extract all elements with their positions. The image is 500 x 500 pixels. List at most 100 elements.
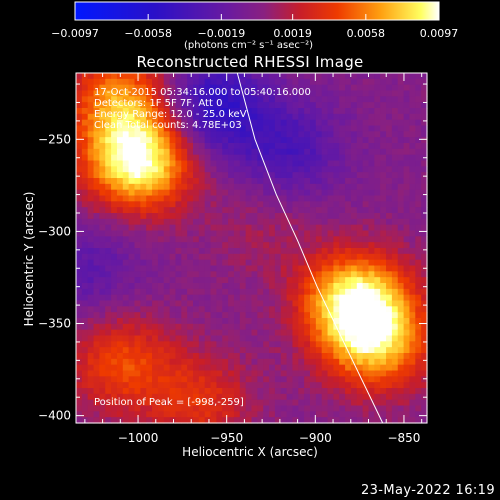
heatmap-cell bbox=[362, 323, 370, 331]
heatmap-cell bbox=[280, 236, 288, 243]
heatmap-cell bbox=[122, 318, 130, 325]
heatmap-cell bbox=[239, 195, 247, 202]
heatmap-cell bbox=[415, 195, 422, 202]
heatmap-cell bbox=[263, 341, 270, 348]
heatmap-cell bbox=[374, 277, 381, 284]
heatmap-cell bbox=[380, 300, 387, 307]
heatmap-cell bbox=[391, 195, 399, 202]
heatmap-cell bbox=[87, 358, 95, 366]
heatmap-cell bbox=[228, 388, 235, 395]
heatmap-cell bbox=[228, 335, 235, 342]
heatmap-cell bbox=[397, 283, 405, 290]
heatmap-cell bbox=[116, 113, 124, 121]
colorbar-tick-label: 0.0058 bbox=[346, 27, 386, 40]
heatmap-cell bbox=[210, 73, 217, 80]
heatmap-cell bbox=[228, 248, 235, 255]
heatmap-cell bbox=[81, 125, 89, 132]
heatmap-cell bbox=[333, 154, 340, 162]
heatmap-cell bbox=[245, 178, 253, 185]
heatmap-cell bbox=[298, 230, 305, 237]
heatmap-cell bbox=[304, 265, 311, 272]
heatmap-cell bbox=[292, 300, 299, 307]
heatmap-cell bbox=[222, 113, 229, 121]
heatmap-cell bbox=[269, 166, 276, 173]
heatmap-cell bbox=[356, 78, 364, 86]
heatmap-cell bbox=[134, 183, 141, 191]
heatmap-cell bbox=[391, 294, 399, 302]
heatmap-cell bbox=[175, 154, 182, 162]
heatmap-cell bbox=[233, 195, 241, 202]
heatmap-cell bbox=[134, 236, 141, 243]
heatmap-cell bbox=[175, 108, 182, 115]
heatmap-cell bbox=[339, 399, 346, 407]
heatmap-cell bbox=[228, 84, 235, 92]
heatmap-cell bbox=[263, 73, 270, 80]
heatmap-cell bbox=[286, 119, 294, 127]
heatmap-cell bbox=[409, 78, 416, 86]
heatmap-cell bbox=[122, 388, 130, 395]
heatmap-cell bbox=[350, 178, 358, 185]
heatmap-cell bbox=[286, 358, 294, 366]
heatmap-cell bbox=[298, 148, 305, 156]
heatmap-cell bbox=[187, 411, 194, 418]
heatmap-cell bbox=[87, 119, 95, 127]
heatmap-cell bbox=[210, 283, 217, 290]
heatmap-cell bbox=[356, 288, 364, 296]
heatmap-cell bbox=[380, 172, 387, 179]
heatmap-cell bbox=[81, 341, 89, 348]
heatmap-cell bbox=[374, 172, 381, 179]
heatmap-cell bbox=[403, 288, 411, 296]
heatmap-cell bbox=[356, 411, 364, 418]
heatmap-cell bbox=[315, 399, 323, 407]
heatmap-cell bbox=[386, 347, 393, 354]
heatmap-cell bbox=[257, 341, 264, 348]
heatmap-cell bbox=[397, 300, 405, 307]
heatmap-cell bbox=[339, 218, 346, 226]
heatmap-cell bbox=[216, 364, 223, 372]
heatmap-cell bbox=[134, 218, 141, 226]
heatmap-cell bbox=[310, 411, 317, 418]
heatmap-cell bbox=[193, 172, 200, 179]
heatmap-cell bbox=[222, 90, 229, 97]
heatmap-cell bbox=[391, 113, 399, 121]
heatmap-cell bbox=[315, 277, 323, 284]
heatmap-cell bbox=[146, 90, 153, 97]
heatmap-cell bbox=[93, 73, 100, 80]
heatmap-cell bbox=[286, 137, 294, 144]
heatmap-cell bbox=[76, 172, 83, 179]
heatmap-cell bbox=[175, 318, 182, 325]
heatmap-cell bbox=[239, 125, 247, 132]
heatmap-cell bbox=[409, 253, 416, 261]
heatmap-cell bbox=[99, 335, 106, 342]
heatmap-cell bbox=[152, 288, 159, 296]
heatmap-cell bbox=[204, 323, 212, 331]
heatmap-cell bbox=[222, 382, 229, 389]
heatmap-cell bbox=[187, 253, 194, 261]
heatmap-cell bbox=[263, 399, 270, 407]
heatmap-cell bbox=[269, 288, 276, 296]
heatmap-cell bbox=[397, 218, 405, 226]
heatmap-cell bbox=[245, 417, 253, 424]
heatmap-cell bbox=[280, 393, 288, 401]
heatmap-cell bbox=[274, 183, 282, 191]
heatmap-cell bbox=[345, 137, 352, 144]
heatmap-cell bbox=[286, 335, 294, 342]
heatmap-cell bbox=[304, 405, 311, 412]
heatmap-cell bbox=[146, 119, 153, 127]
heatmap-cell bbox=[122, 347, 130, 354]
heatmap-cell bbox=[415, 353, 422, 360]
heatmap-cell bbox=[362, 288, 370, 296]
heatmap-cell bbox=[99, 178, 106, 185]
heatmap-cell bbox=[193, 353, 200, 360]
heatmap-cell bbox=[157, 323, 165, 331]
heatmap-cell bbox=[415, 335, 422, 342]
heatmap-cell bbox=[386, 259, 393, 267]
heatmap-cell bbox=[257, 288, 264, 296]
heatmap-cell bbox=[280, 78, 288, 86]
heatmap-cell bbox=[169, 108, 177, 115]
heatmap-cell bbox=[157, 306, 165, 313]
heatmap-cell bbox=[350, 160, 358, 167]
heatmap-cell bbox=[187, 178, 194, 185]
heatmap-cell bbox=[245, 312, 253, 319]
heatmap-cell bbox=[368, 271, 375, 278]
